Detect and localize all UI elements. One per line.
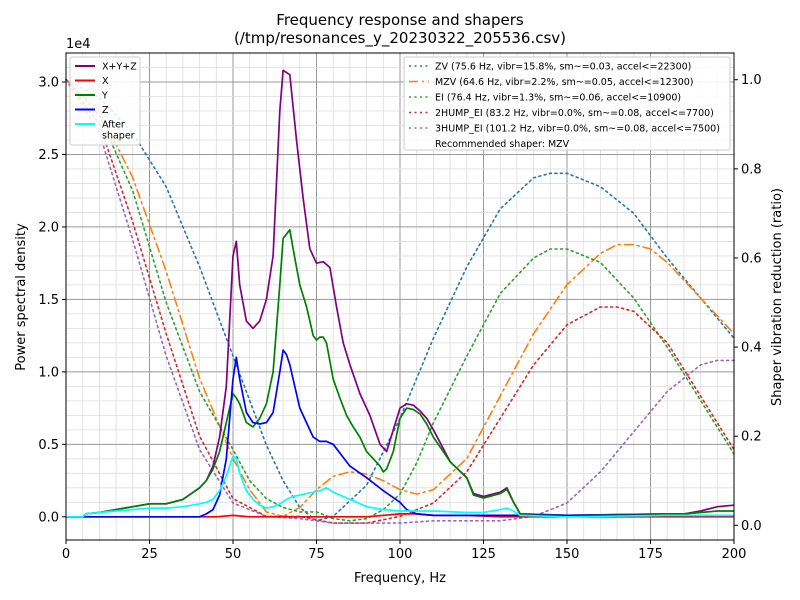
legend-recommended-shaper: Recommended shaper: MZV <box>435 139 570 150</box>
x-tick-label: 125 <box>471 547 496 562</box>
legend-psd-label-1: X <box>102 76 109 87</box>
chart-title: Frequency response and shapers <box>276 11 524 29</box>
y-tick-label: 3.0 <box>38 75 59 90</box>
y-tick-label: 0.0 <box>38 510 59 525</box>
y2-tick-label: 0.6 <box>741 251 762 266</box>
x-tick-label: 100 <box>388 547 413 562</box>
legend-shaper-label-2: EI (76.4 Hz, vibr=1.3%, sm~=0.06, accel<… <box>435 93 681 104</box>
x-tick-label: 25 <box>141 547 158 562</box>
legend-psd-label-2: Y <box>101 91 108 102</box>
y-tick-label: 0.5 <box>38 438 59 453</box>
psd-line-4 <box>66 455 734 518</box>
shaper-series-group <box>65 78 735 524</box>
legend-shaper-label-4: 3HUMP_EI (101.2 Hz, vibr=0.0%, sm~=0.08,… <box>435 124 720 135</box>
x-tick-label: 0 <box>62 547 70 562</box>
y2-axis-ticks: 0.0 0.2 0.4 0.6 0.8 1.0 <box>734 73 762 534</box>
y-axis-label: Power spectral density <box>14 223 29 371</box>
y2-tick-label: 0.0 <box>741 519 762 534</box>
x-tick-label: 200 <box>722 547 747 562</box>
psd-series-group <box>66 69 735 518</box>
x-tick-label: 50 <box>225 547 242 562</box>
x-tick-label: 175 <box>638 547 663 562</box>
shaper-line-1 <box>65 78 735 518</box>
y2-tick-label: 0.2 <box>741 430 762 445</box>
legend-shaper-label-1: MZV (64.6 Hz, vibr=2.2%, sm~=0.05, accel… <box>435 77 694 88</box>
legend-shaper-label-0: ZV (75.6 Hz, vibr=15.8%, sm~=0.03, accel… <box>435 62 691 73</box>
y2-tick-label: 0.8 <box>741 162 762 177</box>
legend-psd-label-3: Z <box>102 105 109 116</box>
y-tick-label: 1.5 <box>38 293 59 308</box>
psd-line-3 <box>66 349 734 518</box>
shaper-line-4 <box>65 78 735 524</box>
y2-tick-label: 1.0 <box>741 73 762 88</box>
psd-line-2 <box>66 228 734 518</box>
legend-shaper-label-3: 2HUMP_EI (83.2 Hz, vibr=0.0%, sm~=0.08, … <box>435 108 714 119</box>
x-tick-label: 150 <box>555 547 580 562</box>
y2-axis-label: Shaper vibration reduction (ratio) <box>770 188 785 406</box>
x-tick-label: 75 <box>308 547 325 562</box>
grid <box>66 53 734 540</box>
y2-tick-label: 0.4 <box>741 341 762 356</box>
y-tick-label: 2.0 <box>38 220 59 235</box>
shaper-line-0 <box>65 78 735 522</box>
y-scale-label: 1e4 <box>66 37 91 52</box>
x-axis-ticks: 0 25 50 75 100 125 150 175 200 <box>62 540 747 562</box>
y-axis-ticks: 0.0 0.5 1.0 1.5 2.0 2.5 3.0 <box>38 75 66 525</box>
legend-psd-label-4: After shaper <box>102 120 135 142</box>
legend-shapers: ZV (75.6 Hz, vibr=15.8%, sm~=0.03, accel… <box>403 56 731 151</box>
legend-psd: X+Y+Z XYZ After shaper <box>69 56 141 146</box>
shaper-line-3 <box>65 78 735 524</box>
shaper-line-2 <box>65 78 735 522</box>
y-tick-label: 1.0 <box>38 365 59 380</box>
legend-psd-label-0: X+Y+Z <box>102 62 137 73</box>
chart-subtitle: (/tmp/resonances_y_20230322_205536.csv) <box>234 29 566 48</box>
x-axis-label: Frequency, Hz <box>354 571 446 586</box>
y-tick-label: 2.5 <box>38 148 59 163</box>
